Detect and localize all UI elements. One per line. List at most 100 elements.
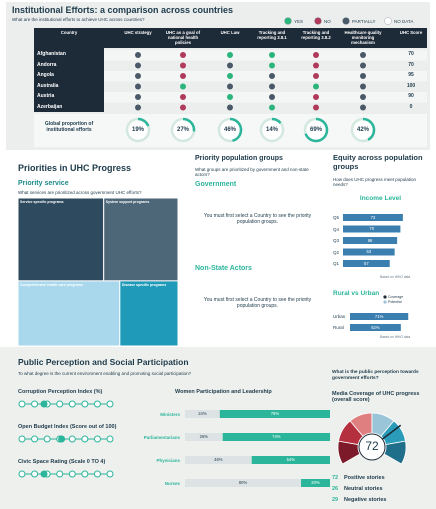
bar xyxy=(343,214,403,221)
panel-title: Equity across population groups xyxy=(333,153,423,171)
status-dot xyxy=(227,94,233,100)
slider-dot xyxy=(43,435,51,443)
slider-marker xyxy=(40,470,48,478)
column-header: Country xyxy=(60,30,78,35)
legend-label: NO xyxy=(324,18,331,24)
legend-swatch xyxy=(314,17,322,25)
ring-label: 46% xyxy=(223,126,236,133)
treemap-cell xyxy=(103,197,179,282)
country-name: Andorra xyxy=(37,61,57,68)
status-dot xyxy=(360,62,366,69)
subtitle: What are the institutional efforts to ac… xyxy=(12,17,145,22)
uhc-score: 90 xyxy=(408,93,414,99)
stacked-bar xyxy=(222,433,330,441)
row-stripe xyxy=(104,50,427,61)
bar-category: Q1 xyxy=(333,261,340,266)
treemap-cell xyxy=(119,280,179,347)
story-label: Neutral stories xyxy=(344,486,383,492)
indicator-label: Corruption Perception Index (%) xyxy=(18,389,103,395)
bar-value: 76% xyxy=(270,410,280,416)
slider-marker xyxy=(58,435,66,443)
bar-category: Parliamentarians xyxy=(143,434,180,440)
legend-label: YES xyxy=(294,18,304,24)
legend-swatch xyxy=(383,295,387,299)
status-dot xyxy=(135,104,141,111)
status-dot xyxy=(227,104,233,111)
bar-value: 46% xyxy=(214,456,223,462)
bar-value: 62% xyxy=(371,324,380,330)
slider-dot xyxy=(68,400,76,408)
source-note: Based on WHO data xyxy=(380,335,411,339)
bar xyxy=(350,313,409,320)
section-subtitle: To what degree is the current environmen… xyxy=(18,371,192,376)
bar-category: Nurses xyxy=(164,480,180,486)
bar xyxy=(343,260,390,267)
slider-dot xyxy=(93,400,101,408)
story-count: 26 xyxy=(332,486,339,492)
slider-dot xyxy=(68,435,76,443)
question: What is the public perception towards go… xyxy=(332,370,419,381)
slider-dot xyxy=(18,400,26,408)
global-label: Global proportion of institutional effor… xyxy=(44,121,94,133)
status-dot xyxy=(180,73,186,79)
title: Institutional Efforts: a comparison acro… xyxy=(12,5,234,15)
section-title: Priorities in UHC Progress xyxy=(18,163,132,173)
story-count: 72 xyxy=(332,475,339,481)
slider-dot xyxy=(31,470,39,478)
chart-title: Media Coverage of UHC progress (overall … xyxy=(332,391,420,404)
bar-category: Physicians xyxy=(156,457,180,463)
status-dot xyxy=(180,62,186,69)
treemap-cell xyxy=(17,280,121,347)
status-dot xyxy=(360,104,366,111)
status-dot xyxy=(360,52,366,58)
slider-dot xyxy=(31,435,39,443)
bar-category: Rural xyxy=(333,325,344,330)
status-dot xyxy=(227,73,233,79)
country-name: Austria xyxy=(37,93,55,99)
panel-title: Priority population groups xyxy=(195,155,283,162)
column-header: Tracking and reporting 3.8.1 xyxy=(257,30,287,40)
status-dot xyxy=(313,83,319,90)
slider-dot xyxy=(93,435,101,443)
bar-value: 57 xyxy=(364,260,369,266)
section-title: Public Perception and Social Participati… xyxy=(18,357,189,367)
story-count: 29 xyxy=(332,497,339,503)
panel-subtitle: What groups are prioritized by governmen… xyxy=(195,167,309,178)
ring-arc xyxy=(170,117,196,143)
bar-value: 24% xyxy=(198,410,207,416)
ring-arc xyxy=(259,117,285,143)
uhc-score: 70 xyxy=(408,61,414,68)
status-dot xyxy=(313,94,319,100)
status-dot xyxy=(269,62,275,69)
slider-dot xyxy=(18,470,26,478)
status-dot xyxy=(180,52,186,58)
group-title: Government xyxy=(195,181,237,188)
legend-swatch xyxy=(284,17,292,25)
status-dot xyxy=(180,94,186,100)
ring-arc xyxy=(217,117,243,143)
country-name: Afghanistan xyxy=(37,51,66,57)
slider-marker xyxy=(40,400,48,408)
chart-title: Rural vs Urban xyxy=(333,290,380,297)
legend-swatch xyxy=(383,300,387,304)
ring-label: 69% xyxy=(309,126,322,133)
status-dot xyxy=(313,73,319,79)
group-message: You must first select a Country to see t… xyxy=(203,297,312,309)
status-dot xyxy=(360,73,366,79)
status-dot xyxy=(180,83,186,90)
slider-dot xyxy=(81,435,89,443)
slider-dot xyxy=(18,435,26,443)
legend-swatch xyxy=(384,17,392,25)
indicator-label: Civic Space Rating (Scale 0 TO 4) xyxy=(18,459,106,465)
panel-title: Priority service xyxy=(18,180,69,187)
bar xyxy=(343,225,401,233)
ring-label: 27% xyxy=(176,126,189,133)
panel-subtitle: How does UHC progress meet population ne… xyxy=(333,177,417,188)
country-name: Azerbaijan xyxy=(37,103,63,110)
column-header: Healthcare quality monitoring mechanism xyxy=(344,30,382,45)
ring-label: 19% xyxy=(131,126,144,133)
status-dot xyxy=(313,104,319,111)
treemap-label: System support programs xyxy=(105,200,150,204)
bar-category: Ministers xyxy=(160,411,180,417)
